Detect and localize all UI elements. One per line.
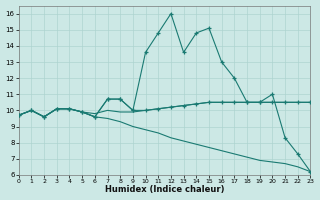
X-axis label: Humidex (Indice chaleur): Humidex (Indice chaleur) [105, 185, 224, 194]
